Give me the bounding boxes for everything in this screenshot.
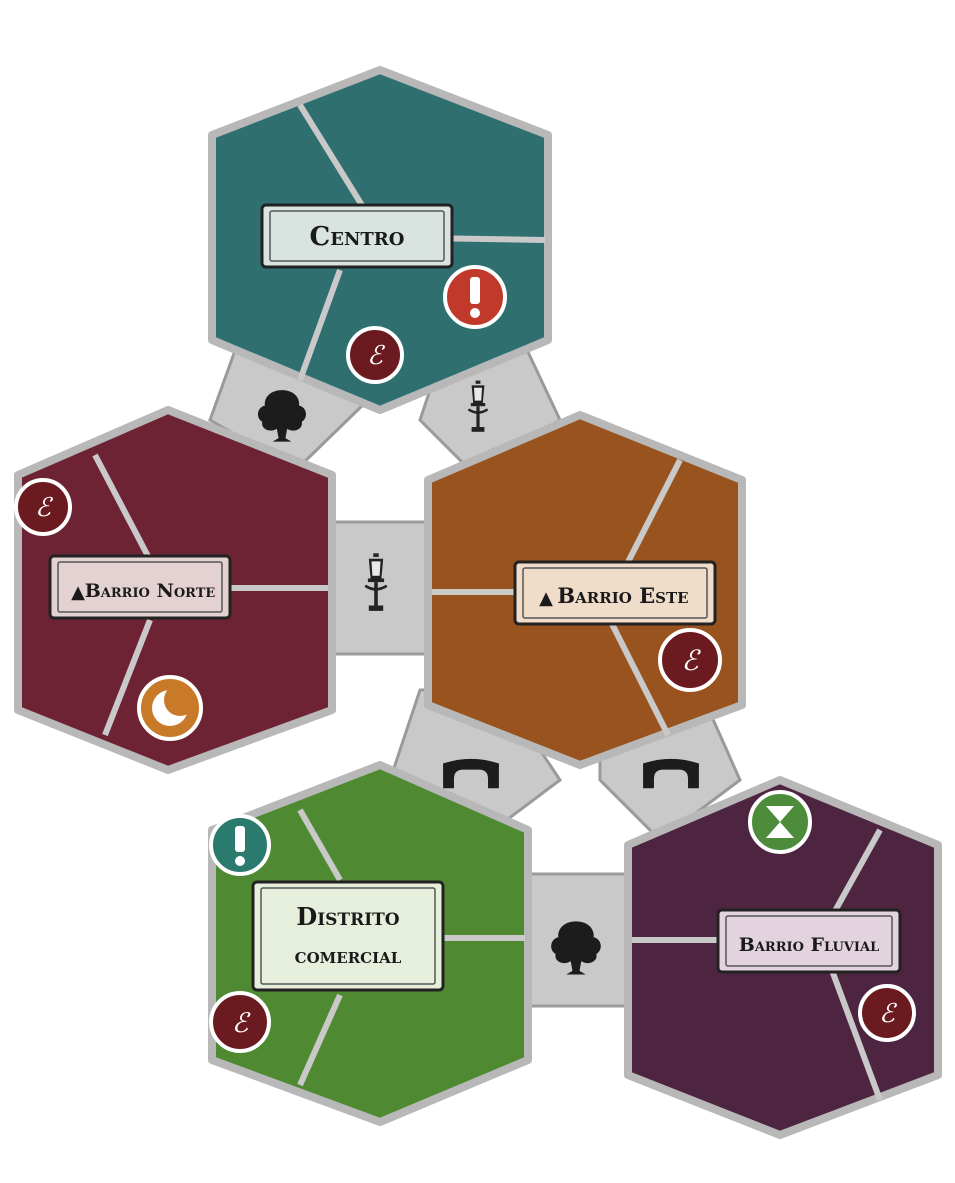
seal-icon: ℰ bbox=[658, 628, 722, 692]
plaque-centro: Centro bbox=[260, 203, 454, 269]
plaque-distrito-comercial-line1: Distrito bbox=[296, 902, 399, 931]
plaque-distrito-comercial: Distrito comercial bbox=[251, 880, 445, 992]
plaque-barrio-norte-marker: ▲ bbox=[71, 582, 85, 603]
svg-text:ℰ: ℰ bbox=[879, 999, 897, 1029]
plaque-barrio-fluvial-label: Barrio Fluvial bbox=[739, 934, 879, 956]
plaque-barrio-este-marker: ▲ bbox=[539, 588, 553, 609]
plaque-barrio-norte: ▲ Barrio Norte bbox=[48, 554, 232, 620]
svg-text:ℰ: ℰ bbox=[367, 341, 385, 371]
svg-text:ℰ: ℰ bbox=[35, 493, 53, 523]
alert-red-icon bbox=[443, 265, 507, 329]
hex-barrio-este-roads bbox=[432, 458, 683, 737]
svg-text:ℰ: ℰ bbox=[682, 644, 702, 677]
seal-icon: ℰ bbox=[209, 991, 271, 1053]
seal-icon: ℰ bbox=[14, 478, 72, 536]
hourglass-icon bbox=[748, 790, 812, 854]
plaque-barrio-este-label: Barrio Este bbox=[557, 583, 688, 608]
plaque-distrito-comercial-line2: comercial bbox=[295, 943, 402, 969]
seal-icon: ℰ bbox=[346, 326, 404, 384]
plaque-barrio-norte-label: Barrio Norte bbox=[85, 580, 216, 602]
plaque-barrio-fluvial: Barrio Fluvial bbox=[716, 908, 902, 974]
svg-text:ℰ: ℰ bbox=[232, 1008, 251, 1039]
moon-icon bbox=[137, 675, 203, 741]
hex-barrio-fluvial-roads bbox=[632, 828, 883, 1102]
plaque-barrio-este: ▲ Barrio Este bbox=[513, 560, 717, 626]
hex-distrito-comercial-roads bbox=[297, 808, 525, 1087]
plaque-centro-label: Centro bbox=[310, 222, 405, 252]
seal-icon: ℰ bbox=[858, 984, 916, 1042]
alert-teal-icon bbox=[209, 814, 271, 876]
